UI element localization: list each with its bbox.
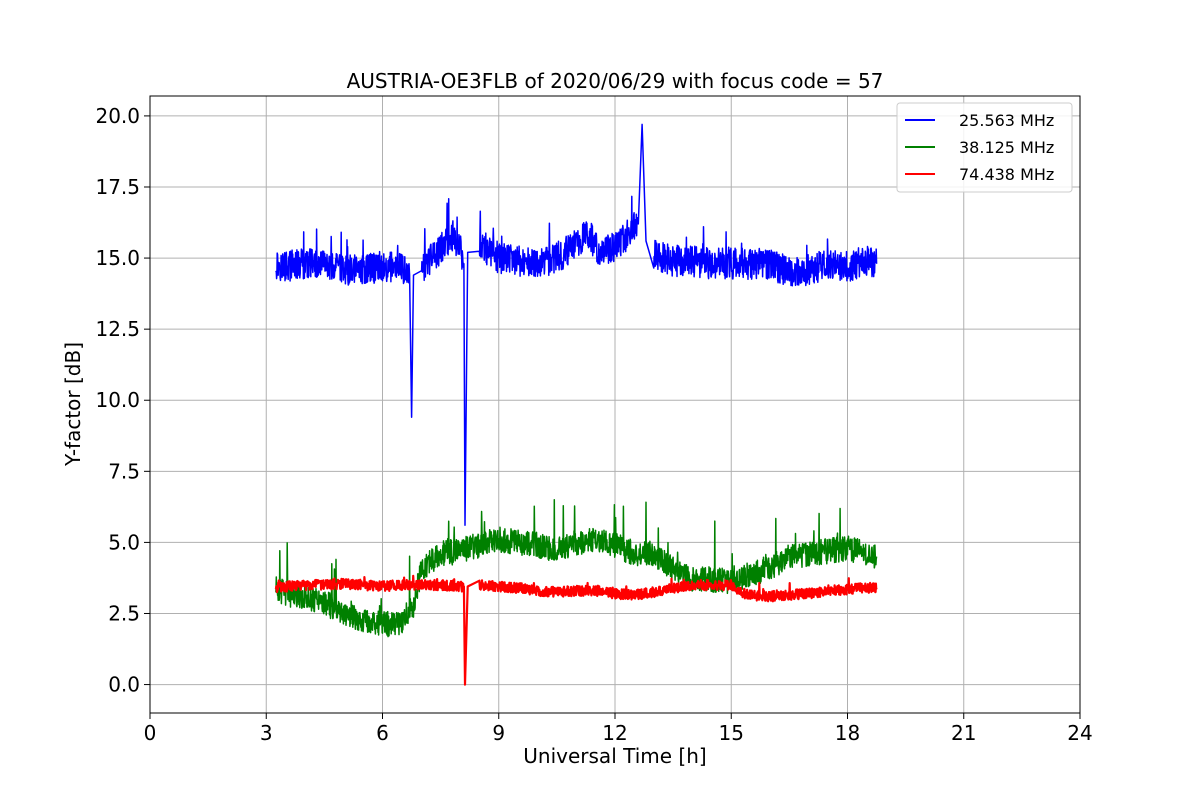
- series-line-2: [275, 499, 878, 638]
- x-tick-label: 15: [719, 721, 744, 745]
- legend: 25.563 MHz 38.125 MHz 74.438 MHz: [896, 102, 1073, 193]
- y-tick-label: 12.5: [95, 317, 140, 341]
- y-tick-label: 5.0: [108, 530, 140, 554]
- x-tick-label: 18: [835, 721, 860, 745]
- legend-label: 74.438 MHz: [959, 165, 1054, 184]
- x-tick-label: 21: [951, 721, 976, 745]
- series-line-1: [275, 123, 878, 527]
- legend-box: [896, 102, 1073, 193]
- x-tick-label: 12: [602, 721, 627, 745]
- x-tick-label: 24: [1067, 721, 1092, 745]
- x-tick-label: 6: [376, 721, 389, 745]
- x-tick-label: 3: [260, 721, 273, 745]
- y-tick-label: 20.0: [95, 104, 140, 128]
- y-tick-label: 17.5: [95, 175, 140, 199]
- x-axis-label: Universal Time [h]: [523, 744, 706, 768]
- series-line-3: [274, 574, 878, 686]
- y-tick-label: 10.0: [95, 388, 140, 412]
- legend-label: 38.125 MHz: [959, 138, 1054, 157]
- y-tick-label: 7.5: [108, 459, 140, 483]
- y-tick-label: 15.0: [95, 246, 140, 270]
- axis-ticks: 0 3 6 9 12 15 18 21 24 0.0 2.5 5.0 7.5 10.0 12.5 15.0 17…: [95, 104, 1092, 745]
- x-tick-label: 0: [144, 721, 157, 745]
- chart-title: AUSTRIA-OE3FLB of 2020/06/29 with focus …: [347, 69, 884, 93]
- x-tick-label: 9: [492, 721, 505, 745]
- y-axis-label: Y-factor [dB]: [61, 342, 85, 467]
- y-tick-label: 2.5: [108, 601, 140, 625]
- legend-label: 25.563 MHz: [959, 111, 1054, 130]
- y-tick-label: 0.0: [108, 673, 140, 697]
- series-layer: [274, 123, 878, 686]
